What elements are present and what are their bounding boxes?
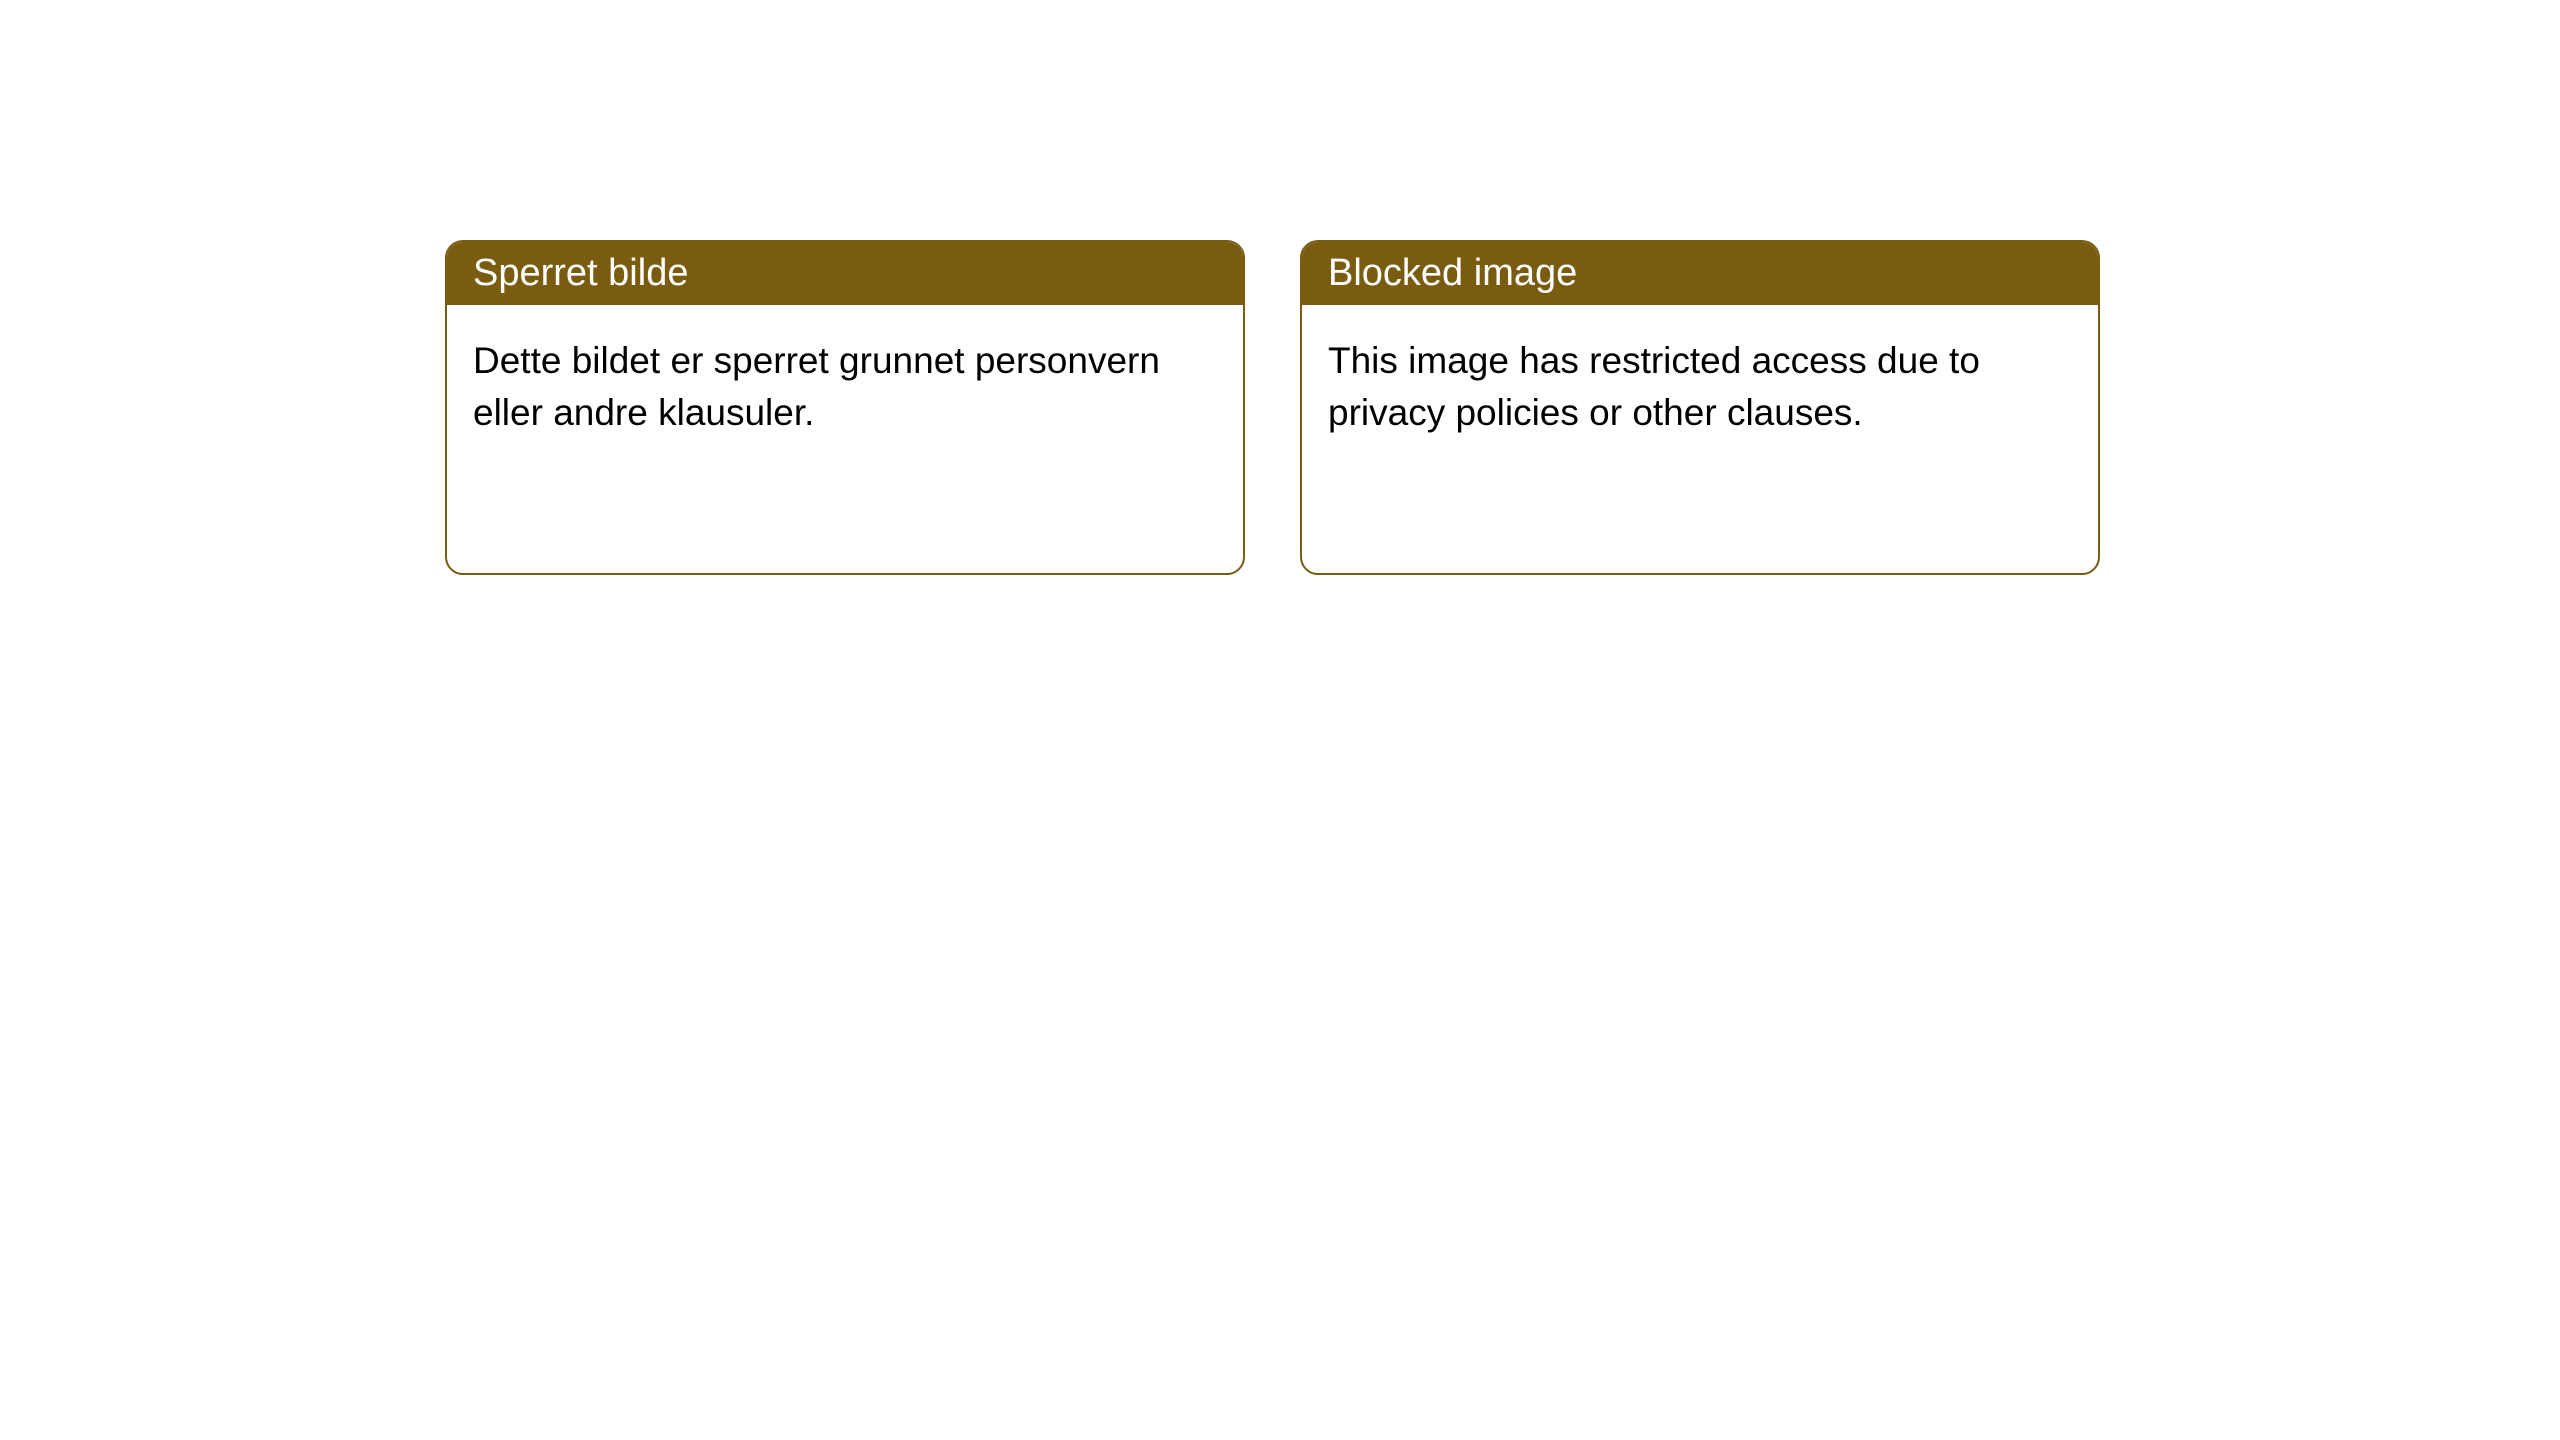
- notice-cards-container: Sperret bilde Dette bildet er sperret gr…: [0, 0, 2560, 575]
- notice-card-title: Sperret bilde: [447, 242, 1243, 305]
- notice-card-body: Dette bildet er sperret grunnet personve…: [447, 305, 1243, 469]
- notice-card-norwegian: Sperret bilde Dette bildet er sperret gr…: [445, 240, 1245, 575]
- notice-card-title: Blocked image: [1302, 242, 2098, 305]
- notice-card-body: This image has restricted access due to …: [1302, 305, 2098, 469]
- notice-card-english: Blocked image This image has restricted …: [1300, 240, 2100, 575]
